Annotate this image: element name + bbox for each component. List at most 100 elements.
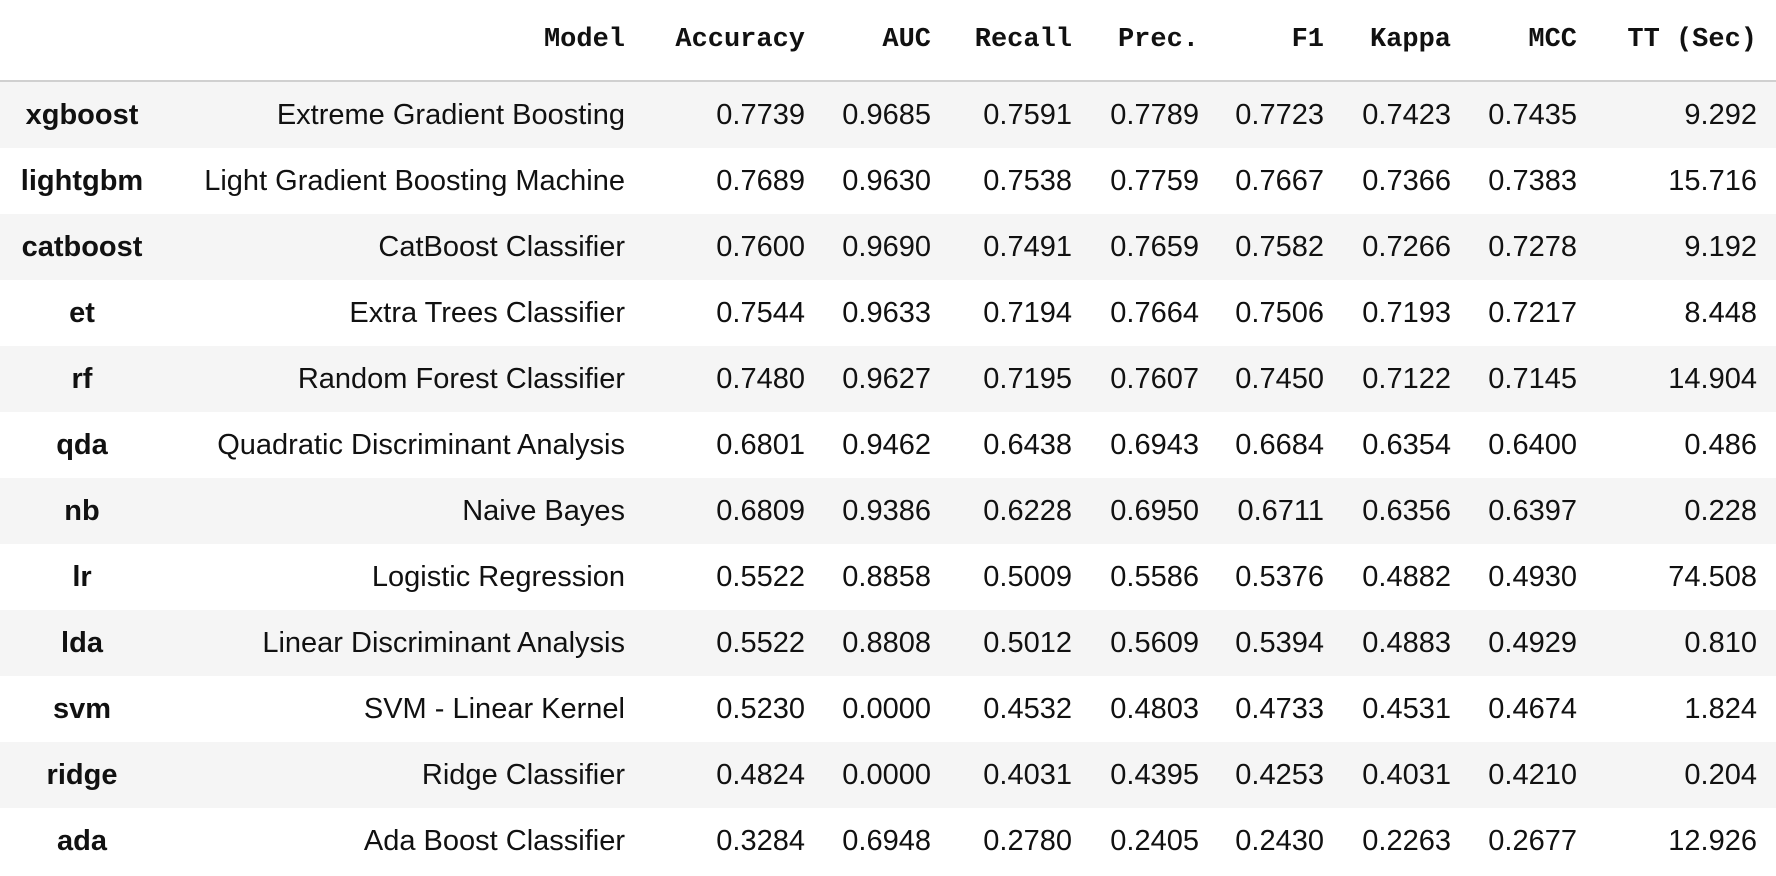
- table-row: rf Random Forest Classifier 0.7480 0.9627 0.…: [0, 346, 1776, 412]
- row-index: lr: [72, 561, 92, 593]
- metric-value: 0.9386: [842, 495, 931, 527]
- metric-value: 0.7759: [1110, 165, 1199, 197]
- model-name: CatBoost Classifier: [378, 231, 625, 263]
- metric-value: 74.508: [1668, 561, 1757, 593]
- metric-value: 0.7491: [983, 231, 1072, 263]
- metric-value: 0.7667: [1235, 165, 1324, 197]
- metric-value: 0.4929: [1488, 627, 1577, 659]
- metric-value: 14.904: [1668, 363, 1757, 395]
- metric-value: 0.7659: [1110, 231, 1199, 263]
- metric-value: 0.6711: [1237, 495, 1324, 527]
- metric-value: 0.4930: [1488, 561, 1577, 593]
- metric-value: 0.6356: [1362, 495, 1451, 527]
- metric-value: 0.7193: [1362, 297, 1451, 329]
- metric-value: 0.9462: [842, 429, 931, 461]
- metric-value: 0.5012: [983, 627, 1072, 659]
- metric-value: 0.9685: [842, 99, 931, 131]
- metric-value: 0.7217: [1488, 297, 1577, 329]
- column-header: Accuracy: [675, 25, 805, 55]
- metric-value: 0.5394: [1235, 627, 1324, 659]
- metric-value: 0.6809: [716, 495, 805, 527]
- model-name: Logistic Regression: [371, 561, 625, 593]
- metric-value: 0.2430: [1235, 825, 1324, 857]
- column-header: F1: [1291, 25, 1324, 55]
- metric-value: 0.7278: [1488, 231, 1577, 263]
- table-row: xgboost Extreme Gradient Boosting 0.7739 0.…: [0, 82, 1776, 148]
- model-name: Naive Bayes: [462, 495, 625, 527]
- column-header: Recall: [974, 25, 1072, 55]
- model-name: Ridge Classifier: [421, 759, 625, 791]
- table-row: lda Linear Discriminant Analysis 0.5522 0.8…: [0, 610, 1776, 676]
- column-header: Prec.: [1117, 25, 1199, 55]
- row-index: lda: [61, 627, 103, 659]
- metric-value: 0.0000: [842, 759, 931, 791]
- metric-value: 0.7689: [716, 165, 805, 197]
- metric-value: 0.7723: [1235, 99, 1324, 131]
- model-name: Extra Trees Classifier: [349, 297, 625, 329]
- metric-value: 0.7582: [1235, 231, 1324, 263]
- table-row: nb Naive Bayes 0.6809 0.9386 0.6228 0.6950 0.6…: [0, 478, 1776, 544]
- metric-value: 0.4210: [1488, 759, 1577, 791]
- metric-value: 0.6400: [1488, 429, 1577, 461]
- model-name: Linear Discriminant Analysis: [262, 627, 625, 659]
- metric-value: 0.7538: [983, 165, 1072, 197]
- metric-value: 0.7789: [1110, 99, 1199, 131]
- table-row: catboost CatBoost Classifier 0.7600 0.9690 0…: [0, 214, 1776, 280]
- header-divider: [0, 80, 1776, 82]
- row-index: xgboost: [25, 99, 139, 131]
- metric-value: 0.9633: [842, 297, 931, 329]
- row-index: rf: [71, 363, 93, 395]
- model-name: Light Gradient Boosting Machine: [204, 165, 625, 197]
- model-name: Random Forest Classifier: [297, 363, 625, 395]
- table-row: svm SVM - Linear Kernel 0.5230 0.0000 0.4532…: [0, 676, 1776, 742]
- metric-value: 0.5376: [1235, 561, 1324, 593]
- metric-value: 0.7435: [1488, 99, 1577, 131]
- metric-value: 0.7122: [1362, 363, 1451, 395]
- metric-value: 0.4031: [983, 759, 1072, 791]
- metric-value: 8.448: [1684, 297, 1757, 329]
- metric-value: 0.7506: [1235, 297, 1324, 329]
- table-row: lightgbm Light Gradient Boosting Machine 0…: [0, 148, 1776, 214]
- metric-value: 9.292: [1684, 99, 1757, 131]
- metric-value: 0.6801: [716, 429, 805, 461]
- metric-value: 0.4674: [1488, 693, 1577, 725]
- metric-value: 0.4824: [716, 759, 805, 791]
- metric-value: 0.6684: [1235, 429, 1324, 461]
- metric-value: 0.4532: [983, 693, 1072, 725]
- metric-value: 0.4031: [1362, 759, 1451, 791]
- column-header: AUC: [882, 25, 931, 55]
- row-index: catboost: [21, 231, 143, 263]
- row-index: et: [69, 297, 95, 329]
- metric-value: 15.716: [1668, 165, 1757, 197]
- metric-value: 1.824: [1684, 693, 1757, 725]
- metric-value: 0.486: [1684, 429, 1757, 461]
- metric-value: 0.2780: [983, 825, 1072, 857]
- metric-value: 0.8858: [842, 561, 931, 593]
- metric-value: 0.8808: [842, 627, 931, 659]
- metric-value: 0.9630: [842, 165, 931, 197]
- metric-value: 12.926: [1668, 825, 1757, 857]
- metric-value: 0.6354: [1362, 429, 1451, 461]
- row-index: ridge: [46, 759, 118, 791]
- metric-value: 0.4803: [1110, 693, 1199, 725]
- column-header: Kappa: [1369, 25, 1451, 55]
- metric-value: 0.810: [1684, 627, 1757, 659]
- metric-value: 0.6228: [983, 495, 1072, 527]
- model-name: SVM - Linear Kernel: [363, 693, 625, 725]
- metric-value: 0.7383: [1488, 165, 1577, 197]
- model-name: Quadratic Discriminant Analysis: [217, 429, 625, 461]
- metric-value: 0.7600: [716, 231, 805, 263]
- row-index: svm: [52, 693, 112, 725]
- metric-value: 0.6397: [1488, 495, 1577, 527]
- metric-value: 0.0000: [842, 693, 931, 725]
- metric-value: 0.7195: [983, 363, 1072, 395]
- metric-value: 0.4253: [1235, 759, 1324, 791]
- metric-value: 0.6943: [1110, 429, 1199, 461]
- metric-value: 0.4531: [1362, 693, 1451, 725]
- metric-value: 0.5586: [1110, 561, 1199, 593]
- metric-value: 0.7664: [1110, 297, 1199, 329]
- metric-value: 0.7544: [716, 297, 805, 329]
- row-index: lightgbm: [20, 165, 144, 197]
- metric-value: 0.7366: [1362, 165, 1451, 197]
- metric-value: 0.7450: [1235, 363, 1324, 395]
